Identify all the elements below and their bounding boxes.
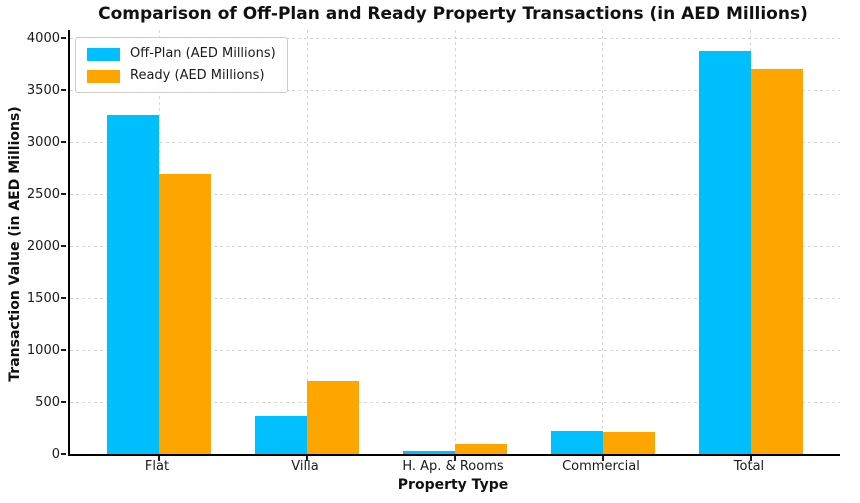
legend-entry-ready: Ready (AED Millions): [87, 68, 276, 84]
bar-off-plan-commercial: [550, 431, 603, 454]
xtick-label-villa: Villa: [291, 459, 319, 474]
ytick-mark-0: [61, 453, 66, 455]
bar-off-plan-h-ap-rooms: [403, 451, 455, 454]
ytick-label-4000: 4000: [26, 31, 60, 47]
ytick-label-2000: 2000: [26, 239, 60, 255]
ytick-mark-2500: [61, 193, 66, 196]
xtick-mark-h-ap-rooms: [454, 456, 456, 461]
gridline-x-villa: [306, 30, 308, 454]
xtick-mark-total: [749, 456, 752, 461]
ytick-mark-3000: [61, 141, 66, 144]
bar-off-plan-villa: [255, 415, 307, 454]
ytick-label-500: 500: [35, 395, 60, 411]
ytick-label-1500: 1500: [26, 291, 60, 307]
chart-title: Comparison of Off-Plan and Ready Propert…: [98, 4, 808, 24]
ytick-mark-2000: [61, 245, 66, 248]
ytick-mark-3500: [61, 89, 66, 92]
legend-label-off-plan: Off-Plan (AED Millions): [130, 46, 276, 61]
ytick-mark-1500: [61, 297, 66, 300]
plot-area: [61, 30, 840, 461]
bar-ready-villa: [307, 381, 359, 454]
gridline-x-h-ap-rooms: [454, 30, 456, 454]
legend-label-ready: Ready (AED Millions): [130, 68, 265, 83]
ytick-mark-1000: [61, 349, 66, 352]
ytick-label-3500: 3500: [26, 83, 60, 99]
xtick-mark-commercial: [601, 456, 604, 461]
legend: Off-Plan (AED Millions) Ready (AED Millio…: [75, 37, 288, 93]
legend-swatch-off-plan: [87, 47, 120, 61]
bar-ready-commercial: [602, 432, 655, 454]
ytick-mark-4000: [61, 37, 66, 40]
xtick-label-commercial: Commercial: [562, 459, 640, 474]
ytick-label-2500: 2500: [26, 187, 60, 203]
bar-ready-flat: [159, 174, 211, 454]
ytick-label-0: 0: [51, 447, 60, 462]
legend-entry-off-plan: Off-Plan (AED Millions): [87, 46, 276, 62]
ytick-mark-500: [61, 401, 66, 404]
xtick-label-total: Total: [733, 459, 765, 474]
bar-ready-total: [750, 69, 803, 454]
xtick-label-h-ap-rooms: H. Ap. & Rooms: [402, 459, 504, 474]
bar-ready-h-ap-rooms: [455, 443, 507, 454]
ytick-label-1000: 1000: [26, 343, 60, 359]
bar-off-plan-total: [698, 50, 751, 454]
legend-swatch-ready: [87, 69, 120, 83]
bar-off-plan-flat: [107, 114, 159, 454]
xtick-mark-villa: [306, 456, 308, 461]
ytick-label-3000: 3000: [26, 135, 60, 151]
xtick-label-flat: Flat: [144, 459, 170, 474]
xtick-mark-flat: [158, 456, 160, 461]
x-axis-title: Property Type: [397, 477, 509, 493]
gridline-x-commercial: [602, 30, 604, 454]
